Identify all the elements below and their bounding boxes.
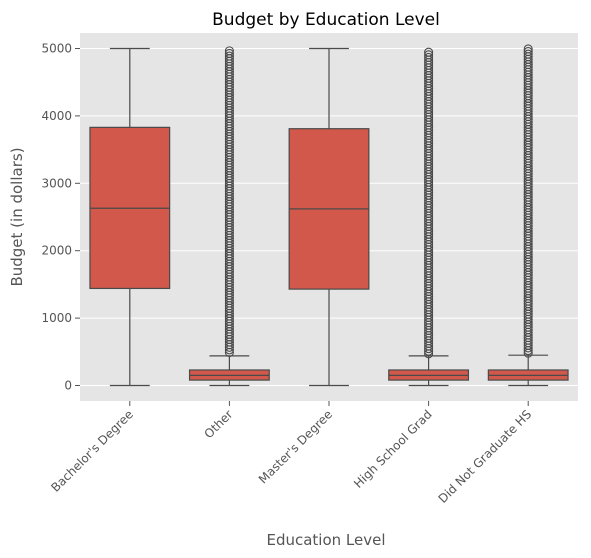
y-axis-label: Budget (in dollars) (8, 147, 26, 286)
outlier-point (523, 46, 533, 57)
box-3 (388, 47, 470, 387)
x-tick-label: Did Not Graduate HS (436, 407, 535, 506)
y-tick-label: 1000 (41, 311, 72, 325)
outlier-point (523, 49, 533, 59)
y-tick-label: 4000 (41, 109, 72, 123)
outlier-point (224, 51, 234, 61)
outlier-group (424, 47, 434, 359)
outlier-point (424, 52, 434, 62)
box-1 (188, 46, 270, 387)
outlier-point (424, 50, 434, 60)
y-tick-label: 2000 (41, 244, 72, 258)
y-tick-label: 3000 (41, 176, 72, 190)
box-series (89, 44, 569, 387)
box-0 (89, 47, 171, 387)
x-axis-label: Education Level (266, 531, 385, 549)
x-axis-ticks: Bachelor's Degree Other Master's Degree Hig… (48, 401, 534, 506)
outlier-point (424, 47, 434, 57)
y-tick-label: 0 (64, 378, 72, 392)
x-tick-label: Master's Degree (256, 407, 335, 486)
outlier-group (523, 44, 533, 358)
chart-title: Budget by Education Level (212, 10, 440, 30)
box-4 (487, 44, 569, 387)
outlier-group (224, 46, 234, 358)
y-tick-label: 5000 (41, 42, 72, 56)
outlier-point (224, 46, 234, 56)
box-2 (288, 47, 370, 387)
outlier-point (523, 44, 533, 54)
x-tick-label: Bachelor's Degree (48, 407, 136, 495)
x-tick-label: High School Grad (351, 407, 435, 491)
outlier-point (224, 48, 234, 59)
x-tick-label: Other (202, 407, 236, 441)
y-axis-ticks: 0 1000 2000 3000 4000 5000 (41, 42, 80, 392)
